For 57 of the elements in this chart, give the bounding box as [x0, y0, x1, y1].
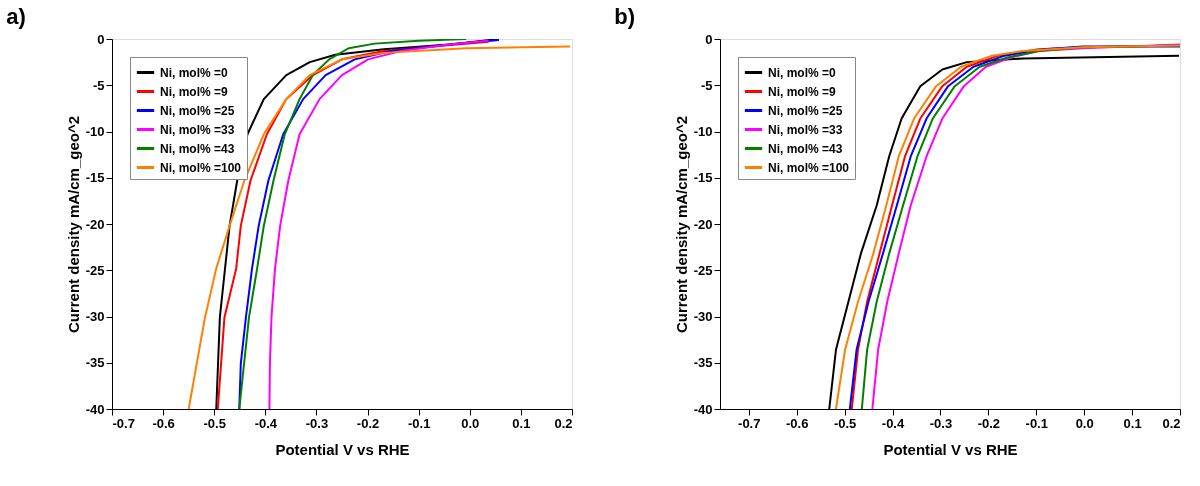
y-tick-label: -35 — [693, 355, 713, 371]
x-tick-label: -0.7 — [738, 415, 761, 431]
y-tick-label: -40 — [85, 401, 105, 417]
x-axis-title: Potential V vs RHE — [275, 440, 410, 458]
chart-title: a) — [6, 4, 26, 29]
x-tick-label: -0.5 — [833, 415, 857, 431]
y-tick-label: -20 — [85, 216, 105, 232]
x-tick-label: -0.4 — [254, 415, 278, 431]
y-tick-label: -15 — [693, 170, 713, 186]
legend-label: Ni, mol% =100 — [768, 160, 850, 175]
x-tick-label: -0.4 — [881, 415, 905, 431]
legend-label: Ni, mol% =33 — [768, 122, 843, 137]
legend-label: Ni, mol% =0 — [160, 65, 229, 80]
legend-label: Ni, mol% =33 — [160, 122, 235, 137]
y-axis-title: Current density mA/cm_geo^2 — [672, 115, 690, 334]
legend-label: Ni, mol% =25 — [768, 103, 843, 118]
x-tick-label: 0.0 — [1075, 415, 1094, 431]
chart-title: b) — [614, 4, 635, 29]
line-series — [268, 39, 490, 409]
y-tick-label: -35 — [85, 355, 105, 371]
y-tick-label: -25 — [693, 262, 713, 278]
y-tick-label: -30 — [85, 309, 105, 324]
y-tick-label: -20 — [693, 216, 713, 232]
x-tick-label: 0.2 — [554, 415, 573, 431]
y-tick-label: 0 — [97, 31, 105, 47]
x-tick-label: -0.1 — [1025, 415, 1048, 431]
x-tick-label: -0.2 — [977, 415, 1001, 431]
x-tick-label: 0.0 — [461, 415, 480, 431]
y-tick-label: 0 — [705, 31, 713, 47]
x-tick-label: -0.6 — [152, 415, 175, 431]
legend-label: Ni, mol% =9 — [768, 84, 837, 99]
x-tick-label: -0.7 — [112, 415, 135, 431]
x-tick-label: 0.2 — [1162, 415, 1181, 431]
y-tick-label: -40 — [693, 401, 713, 417]
x-axis-title: Potential V vs RHE — [883, 440, 1018, 458]
y-tick-label: -30 — [693, 309, 713, 324]
x-tick-label: -0.3 — [305, 415, 329, 431]
y-tick-label: -10 — [85, 124, 105, 139]
x-tick-label: -0.3 — [929, 415, 953, 431]
x-tick-label: 0.1 — [1123, 415, 1142, 431]
y-tick-label: -5 — [92, 77, 105, 93]
legend-label: Ni, mol% =25 — [160, 103, 235, 118]
y-axis-title: Current density mA/cm_geo^2 — [64, 115, 82, 334]
y-tick-label: -10 — [693, 124, 713, 139]
y-tick-label: -25 — [85, 262, 105, 278]
y-tick-label: -15 — [85, 170, 105, 186]
legend-label: Ni, mol% =0 — [768, 65, 837, 80]
x-tick-label: -0.5 — [203, 415, 226, 431]
legend-label: Ni, mol% =9 — [160, 84, 229, 99]
x-tick-label: -0.6 — [785, 415, 809, 431]
legend-label: Ni, mol% =43 — [768, 141, 843, 156]
x-tick-label: 0.1 — [512, 415, 531, 431]
y-tick-label: -5 — [700, 77, 713, 93]
legend-label: Ni, mol% =100 — [160, 160, 242, 175]
x-tick-label: -0.1 — [407, 415, 431, 431]
x-tick-label: -0.2 — [356, 415, 380, 431]
legend-label: Ni, mol% =43 — [160, 141, 235, 156]
